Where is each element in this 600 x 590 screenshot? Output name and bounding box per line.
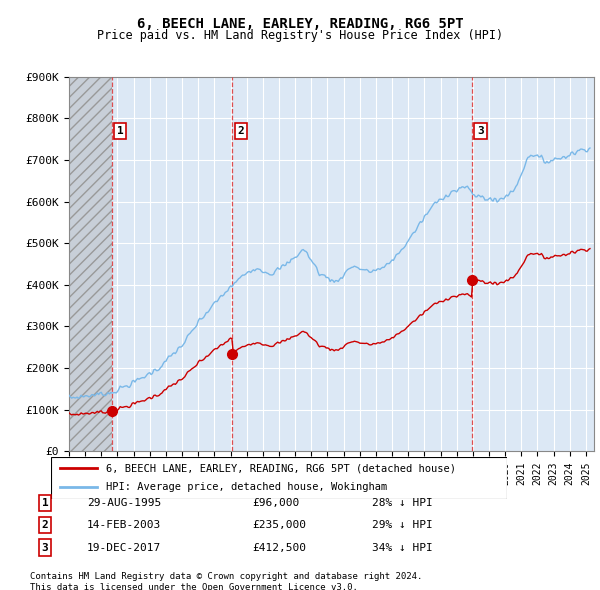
Text: 3: 3 [41, 543, 49, 552]
Text: HPI: Average price, detached house, Wokingham: HPI: Average price, detached house, Woki… [106, 483, 387, 493]
Text: 3: 3 [477, 126, 484, 136]
Text: 2: 2 [41, 520, 49, 530]
Text: £412,500: £412,500 [252, 543, 306, 552]
Text: 34% ↓ HPI: 34% ↓ HPI [372, 543, 433, 552]
Text: Price paid vs. HM Land Registry's House Price Index (HPI): Price paid vs. HM Land Registry's House … [97, 30, 503, 42]
Text: £235,000: £235,000 [252, 520, 306, 530]
FancyBboxPatch shape [51, 457, 507, 499]
Text: 1: 1 [41, 498, 49, 507]
Text: 14-FEB-2003: 14-FEB-2003 [87, 520, 161, 530]
Text: 6, BEECH LANE, EARLEY, READING, RG6 5PT (detached house): 6, BEECH LANE, EARLEY, READING, RG6 5PT … [106, 463, 456, 473]
Text: 1: 1 [117, 126, 124, 136]
Text: Contains HM Land Registry data © Crown copyright and database right 2024.: Contains HM Land Registry data © Crown c… [30, 572, 422, 581]
Text: 28% ↓ HPI: 28% ↓ HPI [372, 498, 433, 507]
Text: 29% ↓ HPI: 29% ↓ HPI [372, 520, 433, 530]
Text: 29-AUG-1995: 29-AUG-1995 [87, 498, 161, 507]
Text: £96,000: £96,000 [252, 498, 299, 507]
Text: This data is licensed under the Open Government Licence v3.0.: This data is licensed under the Open Gov… [30, 583, 358, 590]
Text: 2: 2 [238, 126, 244, 136]
Bar [69, 77, 112, 451]
Text: 6, BEECH LANE, EARLEY, READING, RG6 5PT: 6, BEECH LANE, EARLEY, READING, RG6 5PT [137, 17, 463, 31]
Text: 19-DEC-2017: 19-DEC-2017 [87, 543, 161, 552]
